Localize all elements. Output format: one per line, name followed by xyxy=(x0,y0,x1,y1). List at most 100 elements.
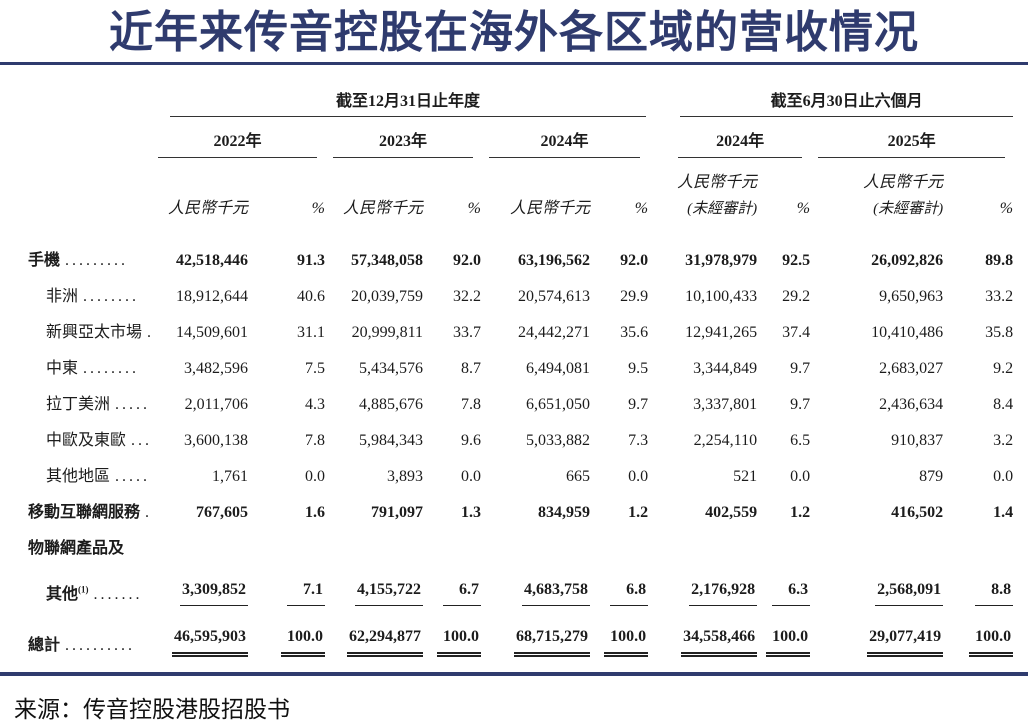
percent-cell: 29.9 xyxy=(620,288,649,305)
dot-leader: ........ xyxy=(83,360,140,377)
column-gap xyxy=(648,279,670,315)
percent-cell: 32.2 xyxy=(453,288,481,305)
year-header-2025-interim: 2025年 xyxy=(810,117,1013,158)
percent-cell: 8.7 xyxy=(461,360,481,377)
unit-pct-2024: % xyxy=(634,200,649,217)
dot-leader: .......... xyxy=(65,637,136,654)
amount-cell: 5,984,343 xyxy=(359,432,423,449)
table-row: 物聯網產品及 xyxy=(28,531,1013,567)
percent-cell: 40.6 xyxy=(297,288,325,305)
source-text: 来源：传音控股港股招股书 xyxy=(14,696,290,722)
year-header-row: 2022年 2023年 2024年 2024年 2025年 xyxy=(28,117,1013,158)
percent-cell: 91.3 xyxy=(297,252,325,269)
percent-cell: 9.6 xyxy=(461,432,481,449)
amount-cell xyxy=(670,531,757,567)
row-label: 移動互聯網服務. xyxy=(28,504,153,521)
amount-cell: 10,100,433 xyxy=(685,288,758,305)
table-row: 新興亞太市場. 14,509,601 31.1 20,999,811 33.7 24,44… xyxy=(28,315,1013,351)
year-header-2022: 2022年 xyxy=(150,117,325,158)
year-header-2024-interim: 2024年 xyxy=(670,117,810,158)
unit-pct-2024-interim: % xyxy=(796,200,811,217)
percent-cell xyxy=(423,531,481,567)
percent-cell: 1.4 xyxy=(993,504,1014,521)
column-gap xyxy=(648,613,670,664)
amount-cell: 57,348,058 xyxy=(351,252,423,269)
title-divider xyxy=(0,62,1028,65)
amount-cell: 63,196,562 xyxy=(518,252,590,269)
amount-cell: 2,683,027 xyxy=(879,360,944,377)
empty-corner xyxy=(28,87,150,117)
column-gap xyxy=(648,495,670,531)
amount-cell: 31,978,979 xyxy=(685,252,758,269)
amount-cell: 46,595,903 xyxy=(150,613,248,664)
column-gap xyxy=(648,567,670,613)
percent-cell: 9.7 xyxy=(628,396,649,413)
percent-cell: 92.5 xyxy=(782,252,811,269)
column-gap xyxy=(648,387,670,423)
column-gap xyxy=(648,87,670,117)
dot-leader: ........ xyxy=(83,288,140,305)
table-row: 其他地區..... 1,761 0.0 3,893 0.0 665 0.0 521 0.0 879… xyxy=(28,459,1013,495)
amount-cell: 2,254,110 xyxy=(693,432,758,449)
percent-cell: 7.8 xyxy=(305,432,325,449)
period-header-annual: 截至12月31日止年度 xyxy=(150,87,648,117)
percent-cell: 1.2 xyxy=(790,504,811,521)
percent-cell: 100.0 xyxy=(248,613,325,664)
amount-cell: 402,559 xyxy=(705,504,758,521)
percent-cell: 6.5 xyxy=(790,432,811,449)
percent-cell: 7.1 xyxy=(248,567,325,613)
amount-cell: 3,344,849 xyxy=(693,360,758,377)
amount-cell: 20,574,613 xyxy=(518,288,590,305)
percent-cell: 33.2 xyxy=(985,288,1014,305)
percent-cell: 9.5 xyxy=(628,360,649,377)
unit-amount-2024-interim: 人民幣千元 (未經審計) xyxy=(670,158,757,218)
amount-cell: 12,941,265 xyxy=(685,324,758,341)
group-header-row: 截至12月31日止年度 截至6月30日止六個月 xyxy=(28,87,1014,117)
year-header-2024: 2024年 xyxy=(481,117,648,158)
percent-cell: 0.0 xyxy=(790,468,811,485)
table-row: 手機......... 42,518,446 91.3 57,348,058 92.0 6… xyxy=(28,218,1013,279)
amount-cell: 68,715,279 xyxy=(481,613,590,664)
table-row: 中歐及東歐... 3,600,138 7.8 5,984,343 9.6 5,033,88… xyxy=(28,423,1013,459)
percent-cell: 6.7 xyxy=(423,567,481,613)
table-row: 其他(1)....... 3,309,852 7.1 4,155,722 6.7 4,68… xyxy=(28,567,1014,613)
amount-cell: 4,155,722 xyxy=(325,567,423,613)
percent-cell: 7.3 xyxy=(628,432,649,449)
dot-leader: . xyxy=(145,504,153,521)
dot-leader: ......... xyxy=(65,252,129,269)
amount-cell: 767,605 xyxy=(196,504,248,521)
amount-cell: 6,651,050 xyxy=(526,396,590,413)
amount-cell: 29,077,419 xyxy=(810,613,944,664)
dot-leader: . xyxy=(147,324,155,341)
unit-amount-2022: 人民幣千元 xyxy=(167,200,248,217)
percent-cell: 1.3 xyxy=(461,504,481,521)
unit-pct-2023: % xyxy=(467,200,481,217)
amount-cell: 2,011,706 xyxy=(184,396,248,413)
page: 近年来传音控股在海外各区域的营收情况 截至12月31日止年度 截至6月30日止六… xyxy=(0,6,1028,722)
percent-cell: 9.2 xyxy=(993,360,1014,377)
row-label: 其他(1)....... xyxy=(46,584,143,603)
table-row: 拉丁美洲..... 2,011,706 4.3 4,885,676 7.8 6,651,0… xyxy=(28,387,1013,423)
percent-cell xyxy=(757,531,810,567)
percent-cell: 89.8 xyxy=(985,252,1014,269)
row-label: 中歐及東歐... xyxy=(46,432,153,449)
amount-cell: 521 xyxy=(733,468,758,485)
amount-cell: 3,893 xyxy=(387,468,423,485)
amount-cell: 20,039,759 xyxy=(351,288,423,305)
footnote-marker: (1) xyxy=(78,584,89,595)
row-label: 非洲........ xyxy=(46,288,140,305)
percent-cell: 35.8 xyxy=(985,324,1014,341)
amount-cell: 18,912,644 xyxy=(176,288,248,305)
column-gap xyxy=(648,459,670,495)
amount-cell xyxy=(150,531,248,567)
amount-cell: 879 xyxy=(919,468,944,485)
unit-pct-2025-interim: % xyxy=(999,200,1014,217)
period-header-interim: 截至6月30日止六個月 xyxy=(670,87,1014,117)
row-label: 新興亞太市場. xyxy=(46,324,155,341)
amount-cell: 2,176,928 xyxy=(670,567,758,613)
amount-cell: 4,885,676 xyxy=(359,396,423,413)
percent-cell xyxy=(248,531,325,567)
unaudited-note: (未經審計) xyxy=(873,201,944,217)
percent-cell: 37.4 xyxy=(782,324,811,341)
year-header-2023: 2023年 xyxy=(325,117,481,158)
